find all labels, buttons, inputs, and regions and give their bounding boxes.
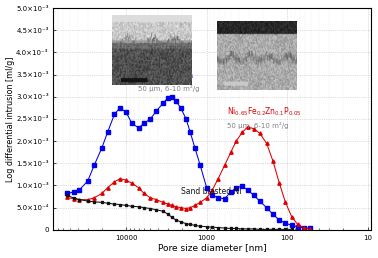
Text: Sand blasted Ni: Sand blasted Ni [181,187,241,196]
Y-axis label: Log differential intrusion [ml/g]: Log differential intrusion [ml/g] [6,56,15,182]
Text: 50 μm, 6-10 m²/g: 50 μm, 6-10 m²/g [138,85,199,92]
Text: 50 μm, 6-10 m²/g: 50 μm, 6-10 m²/g [227,122,288,129]
Text: $\mathregular{Ni_{0.85}Zn_{0.1}P_{0.05}}$: $\mathregular{Ni_{0.85}Zn_{0.1}P_{0.05}}… [138,69,195,82]
Text: $\mathregular{Ni_{0.65}Fe_{0.2}Zn_{0.1}P_{0.05}}$: $\mathregular{Ni_{0.65}Fe_{0.2}Zn_{0.1}P… [227,106,301,118]
X-axis label: Pore size diameter [nm]: Pore size diameter [nm] [158,244,267,252]
